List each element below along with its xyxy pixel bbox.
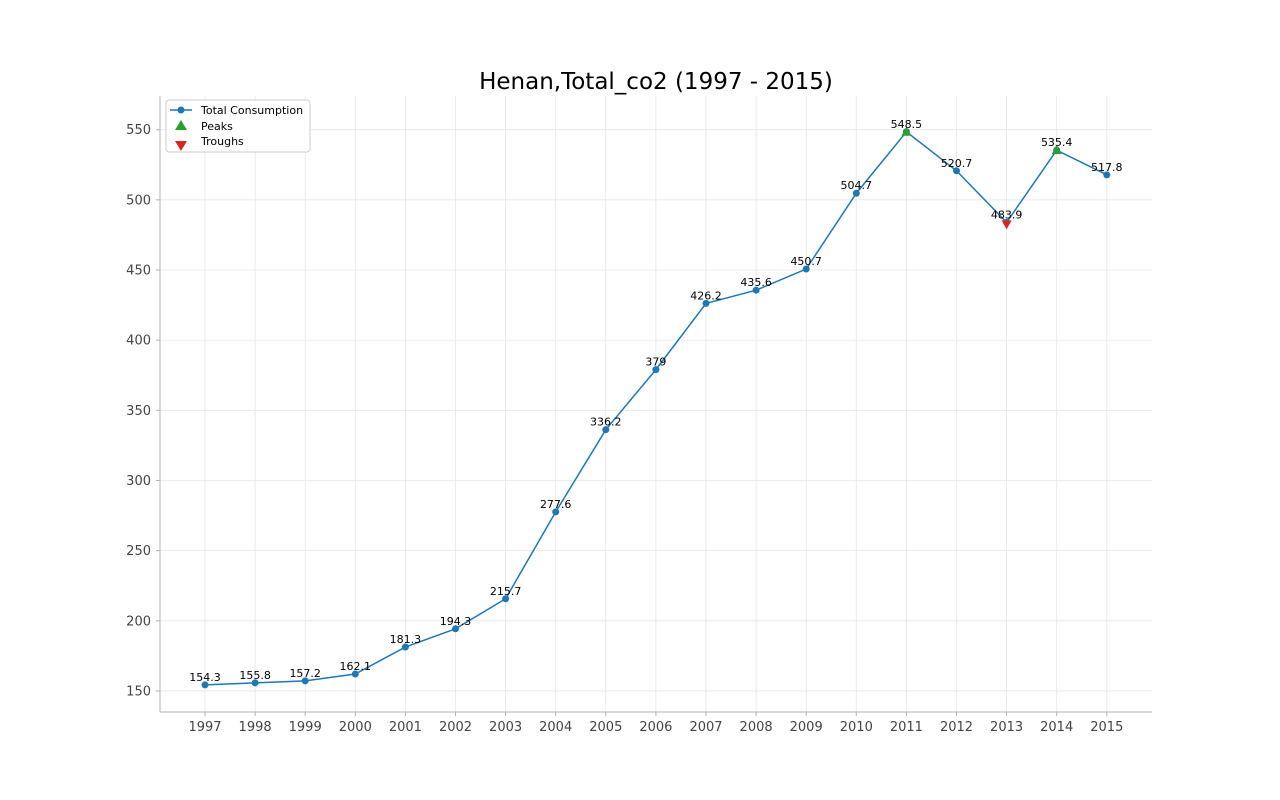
data-label: 277.6 — [540, 498, 572, 511]
data-point — [452, 625, 459, 633]
data-point — [552, 508, 560, 516]
legend-entry-label: Total Consumption — [200, 104, 303, 117]
data-label: 535.4 — [1041, 136, 1073, 149]
data-label: 215.7 — [490, 585, 522, 598]
data-label: 181.3 — [390, 633, 422, 646]
data-label: 155.8 — [239, 669, 271, 682]
data-label: 450.7 — [790, 255, 822, 268]
x-tick-label: 2009 — [790, 720, 823, 735]
x-tick-label: 2006 — [639, 720, 672, 735]
x-tick-label: 1997 — [188, 720, 221, 735]
data-point — [1103, 171, 1111, 179]
data-point — [852, 189, 860, 197]
tick-labels: 1997 1998 1999 2000 2001 2002 2003 2004 2005 2006… — [126, 123, 1123, 735]
y-tick-label: 450 — [126, 263, 151, 278]
legend-entry-label: Troughs — [200, 135, 244, 148]
x-tick-label: 2002 — [439, 720, 472, 735]
y-tick-label: 300 — [126, 474, 151, 489]
data-label: 157.2 — [289, 667, 321, 680]
x-tick-label: 2004 — [539, 720, 572, 735]
legend-trough-swatch — [175, 141, 187, 151]
data-label: 548.5 — [891, 118, 923, 131]
data-label: 154.3 — [189, 671, 221, 684]
x-tick-label: 2008 — [740, 720, 773, 735]
y-tick-label: 200 — [126, 614, 151, 629]
y-tick-label: 550 — [126, 123, 151, 138]
chart-title: Henan,Total_co2 (1997 - 2015) — [479, 69, 833, 95]
data-point — [602, 426, 610, 434]
data-label: 162.1 — [340, 660, 372, 673]
trough-marker — [1001, 220, 1012, 230]
data-point — [953, 167, 960, 175]
x-tick-label: 1998 — [239, 720, 272, 735]
x-tick-label: 2012 — [940, 720, 973, 735]
y-tick-label: 400 — [126, 334, 151, 349]
legend-peak-swatch — [175, 120, 187, 130]
legend-box — [165, 99, 311, 153]
legend-dot-swatch — [177, 106, 185, 114]
data-label: 426.2 — [690, 289, 722, 302]
data-label: 504.7 — [841, 179, 873, 192]
data-point — [752, 286, 760, 294]
x-tick-label: 2015 — [1090, 720, 1123, 735]
data-point — [301, 677, 309, 685]
peak-marker — [1051, 145, 1062, 155]
data-point — [401, 643, 409, 651]
x-tick-label: 2007 — [689, 720, 722, 735]
x-tick-label: 2001 — [389, 720, 422, 735]
x-tick-label: 2011 — [890, 720, 923, 735]
x-tick-label: 1999 — [289, 720, 322, 735]
y-tick-label: 150 — [126, 684, 151, 699]
data-point — [802, 265, 810, 273]
data-point — [201, 681, 209, 689]
data-label: 379 — [645, 356, 666, 369]
x-tick-label: 2000 — [339, 720, 372, 735]
data-labels: 154.3 155.8 157.2 162.1 181.3 194.3 215.7 277.6… — [189, 118, 1122, 684]
peak-marker — [901, 126, 912, 136]
data-point — [702, 299, 710, 307]
grid-lines — [160, 96, 1152, 712]
legend-entry-label: Peaks — [201, 120, 233, 133]
x-tick-label: 2010 — [840, 720, 873, 735]
extrema-markers — [901, 126, 1062, 230]
data-label: 517.8 — [1091, 161, 1123, 174]
y-tick-label: 350 — [126, 404, 151, 419]
x-tick-label: 2005 — [589, 720, 622, 735]
data-label: 483.9 — [991, 208, 1023, 221]
x-tick-label: 2014 — [1040, 720, 1073, 735]
data-label: 435.6 — [740, 276, 772, 289]
data-point — [652, 366, 660, 374]
legend: Total Consumption Peaks Troughs — [165, 99, 311, 153]
x-tick-label: 2003 — [489, 720, 522, 735]
data-label: 194.3 — [440, 615, 472, 628]
data-point — [502, 595, 510, 603]
x-tick-label: 2013 — [990, 720, 1023, 735]
data-point — [251, 679, 259, 687]
y-tick-label: 500 — [126, 193, 151, 208]
data-label: 336.2 — [590, 416, 622, 429]
y-tick-label: 250 — [126, 544, 151, 559]
data-point — [351, 670, 359, 678]
data-label: 520.7 — [941, 157, 973, 170]
